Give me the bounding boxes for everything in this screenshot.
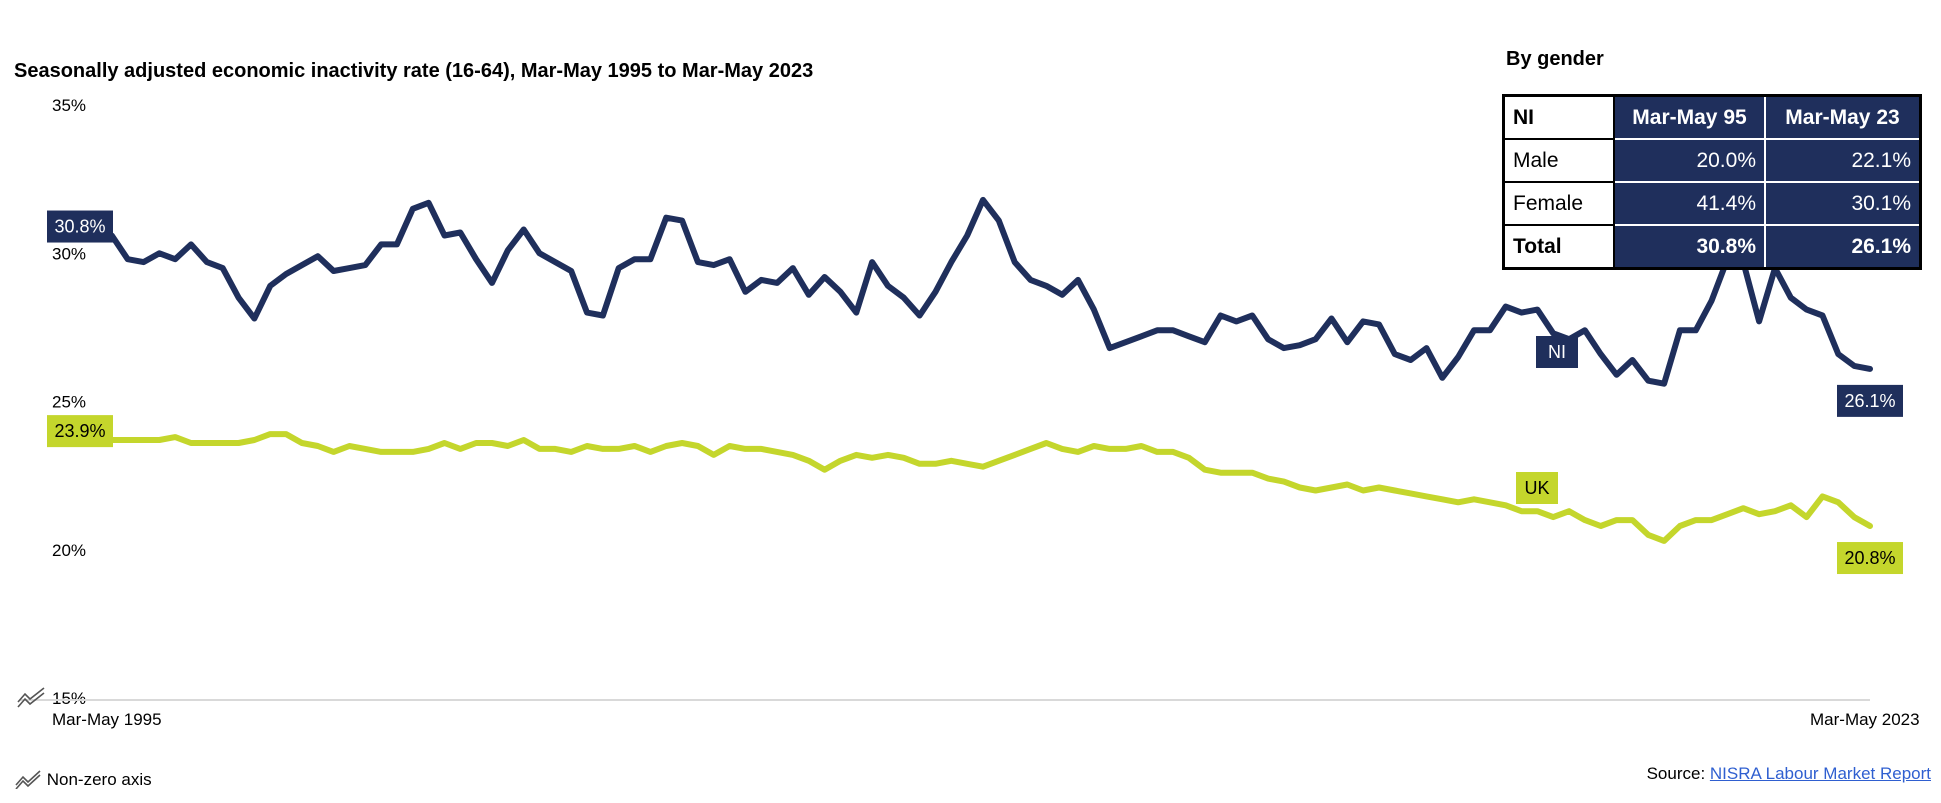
y-tick-label: 30%	[52, 244, 86, 263]
chart-title: Seasonally adjusted economic inactivity …	[14, 60, 814, 82]
end-value-label-ni: 26.1%	[1837, 384, 1903, 417]
source-link[interactable]: NISRA Labour Market Report	[1709, 764, 1931, 783]
non-zero-axis-text: Non-zero axis	[46, 770, 152, 789]
end-value-label-uk: 20.8%	[1837, 542, 1903, 575]
gender-row-female: Female 41.4% 30.1%	[1502, 181, 1922, 226]
series-line-uk	[93, 431, 1873, 544]
non-zero-axis-note: Non-zero axis	[14, 769, 152, 790]
x-start-label: Mar-May 1995	[52, 710, 162, 729]
gender-row-male: Male 20.0% 22.1%	[1502, 138, 1922, 183]
gender-row-label: Total	[1502, 224, 1615, 270]
gender-row-label: Female	[1502, 181, 1615, 226]
start-value-label-uk-text: 23.9%	[54, 421, 105, 441]
gender-row-value-1995: 30.8%	[1613, 224, 1766, 270]
series-name-label-ni-text: NI	[1548, 342, 1566, 362]
x-end-label: Mar-May 2023	[1810, 710, 1920, 729]
end-value-label-uk-bg	[1837, 542, 1903, 575]
gender-header-1995: Mar-May 95	[1613, 94, 1766, 140]
gender-table: NI Mar-May 95 Mar-May 23 Male 20.0% 22.1…	[1502, 94, 1922, 270]
start-value-label-ni: 30.8%	[47, 210, 113, 243]
gender-row-total: Total 30.8% 26.1%	[1502, 224, 1922, 270]
series-name-label-ni-bg	[1536, 336, 1578, 368]
start-value-label-ni-bg	[47, 210, 113, 243]
axis-break-icon	[15, 770, 41, 790]
series-name-label-uk-bg	[1516, 472, 1558, 504]
y-tick-label: 20%	[52, 541, 86, 560]
gender-row-value-2023: 30.1%	[1764, 181, 1922, 226]
start-value-label-uk: 23.9%	[47, 415, 113, 448]
gender-row-value-2023: 26.1%	[1764, 224, 1922, 270]
gender-table-header-row: NI Mar-May 95 Mar-May 23	[1502, 94, 1922, 140]
end-value-label-uk-text: 20.8%	[1844, 548, 1895, 568]
series-name-label-uk-text: UK	[1524, 478, 1549, 498]
gender-table-title: By gender	[1506, 48, 1604, 70]
series-name-label-ni: NI	[1536, 336, 1578, 368]
series-name-label-uk: UK	[1516, 472, 1558, 504]
axis-break-icon	[17, 687, 45, 708]
source-prefix: Source:	[1646, 764, 1710, 783]
gender-header-2023: Mar-May 23	[1764, 94, 1922, 140]
source-note: Source: NISRA Labour Market Report	[1647, 764, 1931, 784]
gender-header-region: NI	[1502, 94, 1615, 140]
gender-row-label: Male	[1502, 138, 1615, 183]
gender-row-value-2023: 22.1%	[1764, 138, 1922, 183]
y-tick-label: 15%	[52, 689, 86, 708]
start-value-label-ni-text: 30.8%	[54, 217, 105, 237]
gender-row-value-1995: 41.4%	[1613, 181, 1766, 226]
y-tick-label: 25%	[52, 393, 86, 412]
gender-row-value-1995: 20.0%	[1613, 138, 1766, 183]
y-tick-label: 35%	[52, 96, 86, 115]
start-value-label-uk-bg	[47, 415, 113, 448]
end-value-label-ni-bg	[1837, 384, 1903, 417]
end-value-label-ni-text: 26.1%	[1844, 391, 1895, 411]
